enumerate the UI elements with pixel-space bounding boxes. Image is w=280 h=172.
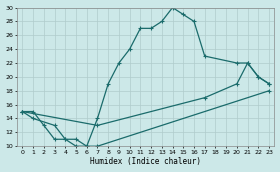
X-axis label: Humidex (Indice chaleur): Humidex (Indice chaleur)	[90, 157, 201, 166]
